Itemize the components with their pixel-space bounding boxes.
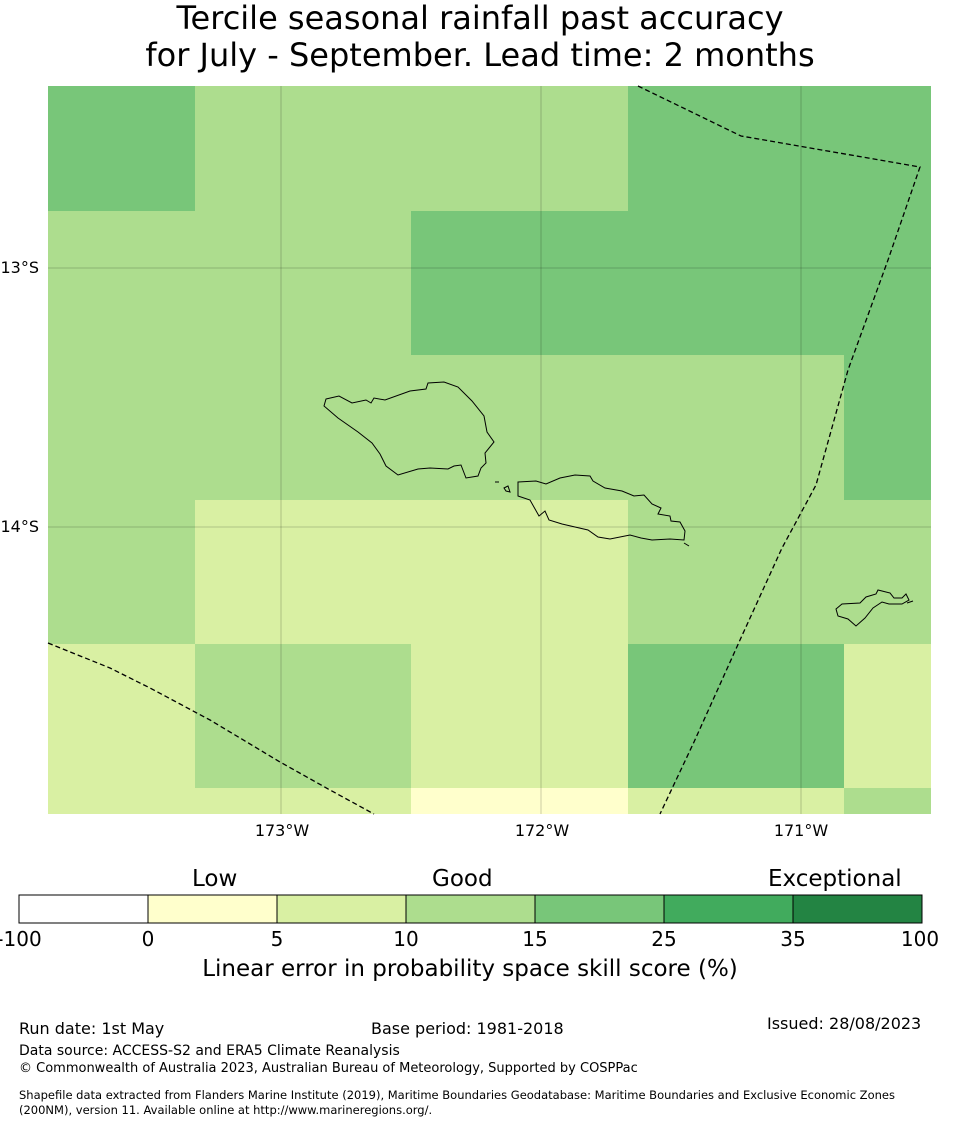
lat-label-14s: 14°S [0,517,39,536]
eastern-tip-outline [683,542,690,547]
colorbar-tick: 15 [522,927,548,951]
grid-cell [195,86,628,211]
data-source: Data source: ACCESS-S2 and ERA5 Climate … [19,1043,400,1059]
shapefile-credit-line-1: Shapefile data extracted from Flanders M… [19,1088,895,1102]
lat-label-13s: 13°S [0,258,39,277]
map-title-line-2: for July - September. Lead time: 2 month… [145,36,815,74]
colorbar-tick: 100 [900,927,940,951]
colorbar-tick: 5 [270,927,284,951]
legend-category-good: Good [432,866,493,892]
upolu-island-outline [517,474,686,541]
colorbar-bin-minus100-0 [19,895,148,923]
grid-cell [411,211,931,355]
colorbar-tick: 25 [651,927,677,951]
grid-cell [195,644,411,788]
colorbar-bin-25-35 [664,895,793,923]
colorbar-bin-15-25 [535,895,664,923]
grid-cell [48,211,411,355]
grid-cell [48,355,844,500]
grid-cell [195,788,411,814]
colorbar-bin-10-15 [406,895,535,923]
issued-date: Issued: 28/08/2023 [767,1014,922,1033]
graticule-lines [48,86,931,814]
grid-cell [48,86,195,211]
eez-boundary-southwest [47,642,375,815]
colorbar-bin-5-10 [277,895,406,923]
colorbar-tick: -100 [0,927,42,951]
copyright-notice: © Commonwealth of Australia 2023, Austra… [19,1061,638,1076]
colorbar-tick: 35 [780,927,806,951]
colorbar-bin-35-100 [793,895,922,923]
colorbar-outline [18,894,923,924]
colorbar-title: Linear error in probability space skill … [202,956,738,982]
map-title-line-1: Tercile seasonal rainfall past accuracy [176,0,784,37]
run-date: Run date: 1st May [19,1019,165,1038]
grid-cell [628,86,931,211]
lon-label-173w: 173°W [254,821,310,840]
manono-islet-outline [503,485,511,493]
legend-category-low: Low [192,866,238,892]
grid-cell [628,500,931,644]
coastlines [323,381,914,627]
grid-cell [48,644,195,814]
grid-cell [628,788,844,814]
savaii-island-outline [323,381,495,479]
colorbar-tick: 0 [141,927,155,951]
lon-label-171w: 171°W [773,821,829,840]
lon-label-172w: 172°W [514,821,570,840]
skill-grid-cells [48,86,931,814]
colorbar-bin-0-5 [148,895,277,923]
grid-cell [48,500,195,644]
tutuila-island-outline [835,589,910,627]
grid-cell [411,644,628,788]
grid-cell [844,355,931,500]
grid-cell [195,500,628,644]
grid-cell [844,788,931,814]
colorbar [18,894,923,924]
eez-boundary-east [637,85,921,815]
base-period: Base period: 1981-2018 [371,1019,564,1038]
grid-cell [844,644,931,788]
colorbar-tick: 10 [393,927,419,951]
grid-cell [411,788,628,814]
maritime-boundary-lines [47,85,921,815]
grid-cell [628,644,844,788]
legend-category-exceptional: Exceptional [768,866,902,892]
shapefile-credit-line-2: (200NM), version 11. Available online at… [19,1103,433,1117]
aunuu-islet-outline [906,600,914,604]
